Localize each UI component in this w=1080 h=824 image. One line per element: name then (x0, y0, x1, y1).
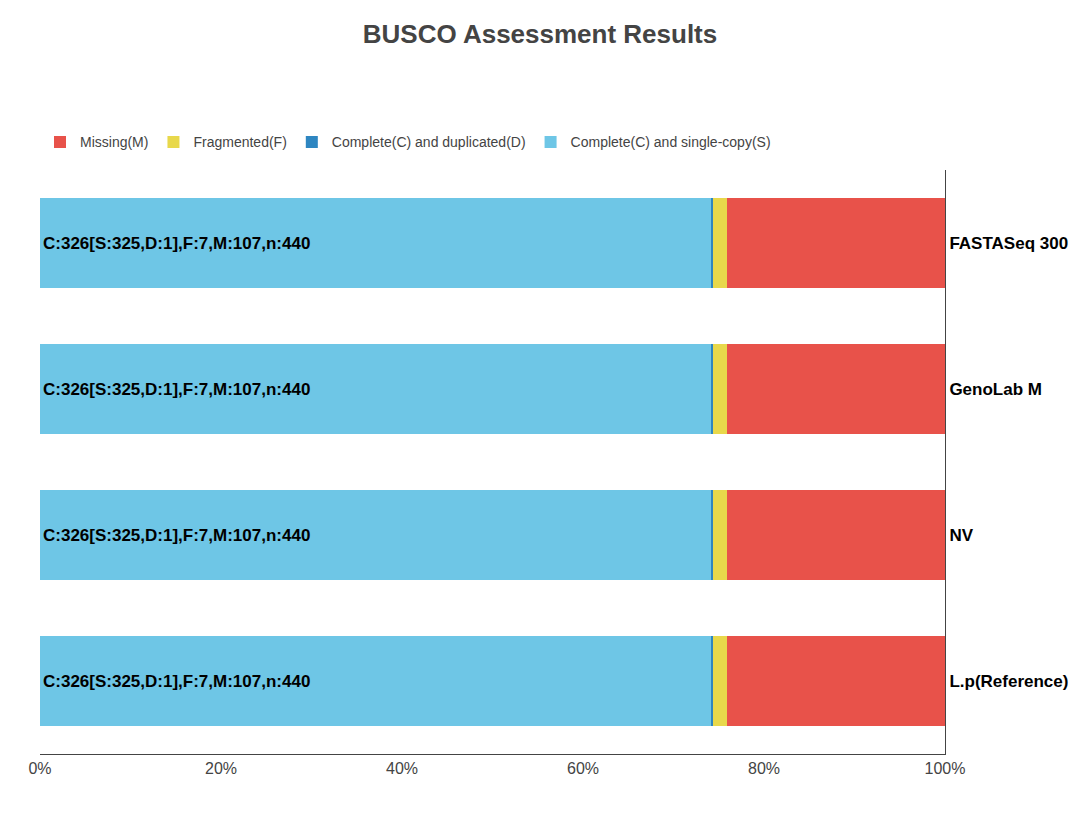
svg-text:60%: 60% (567, 760, 599, 777)
svg-text:C:326[S:325,D:1],F:7,M:107,n:4: C:326[S:325,D:1],F:7,M:107,n:440 (43, 526, 310, 545)
svg-text:100%: 100% (925, 760, 966, 777)
svg-text:0%: 0% (28, 760, 51, 777)
svg-text:40%: 40% (386, 760, 418, 777)
svg-text:Missing(M): Missing(M) (80, 134, 148, 150)
svg-text:20%: 20% (205, 760, 237, 777)
svg-text:C:326[S:325,D:1],F:7,M:107,n:4: C:326[S:325,D:1],F:7,M:107,n:440 (43, 380, 310, 399)
svg-text:C:326[S:325,D:1],F:7,M:107,n:4: C:326[S:325,D:1],F:7,M:107,n:440 (43, 672, 310, 691)
svg-text:C:326[S:325,D:1],F:7,M:107,n:4: C:326[S:325,D:1],F:7,M:107,n:440 (43, 234, 310, 253)
svg-text:80%: 80% (748, 760, 780, 777)
svg-text:Complete(C) and single-copy(S): Complete(C) and single-copy(S) (571, 134, 771, 150)
svg-text:Fragmented(F): Fragmented(F) (193, 134, 286, 150)
svg-text:NV: NV (949, 526, 973, 545)
svg-text:FASTASeq 300: FASTASeq 300 (949, 234, 1068, 253)
svg-text:L.p(Reference): L.p(Reference) (949, 672, 1068, 691)
svg-text:Complete(C) and duplicated(D): Complete(C) and duplicated(D) (332, 134, 526, 150)
svg-text:GenoLab M: GenoLab M (949, 380, 1042, 399)
svg-text:BUSCO Assessment Results: BUSCO Assessment Results (363, 19, 718, 49)
